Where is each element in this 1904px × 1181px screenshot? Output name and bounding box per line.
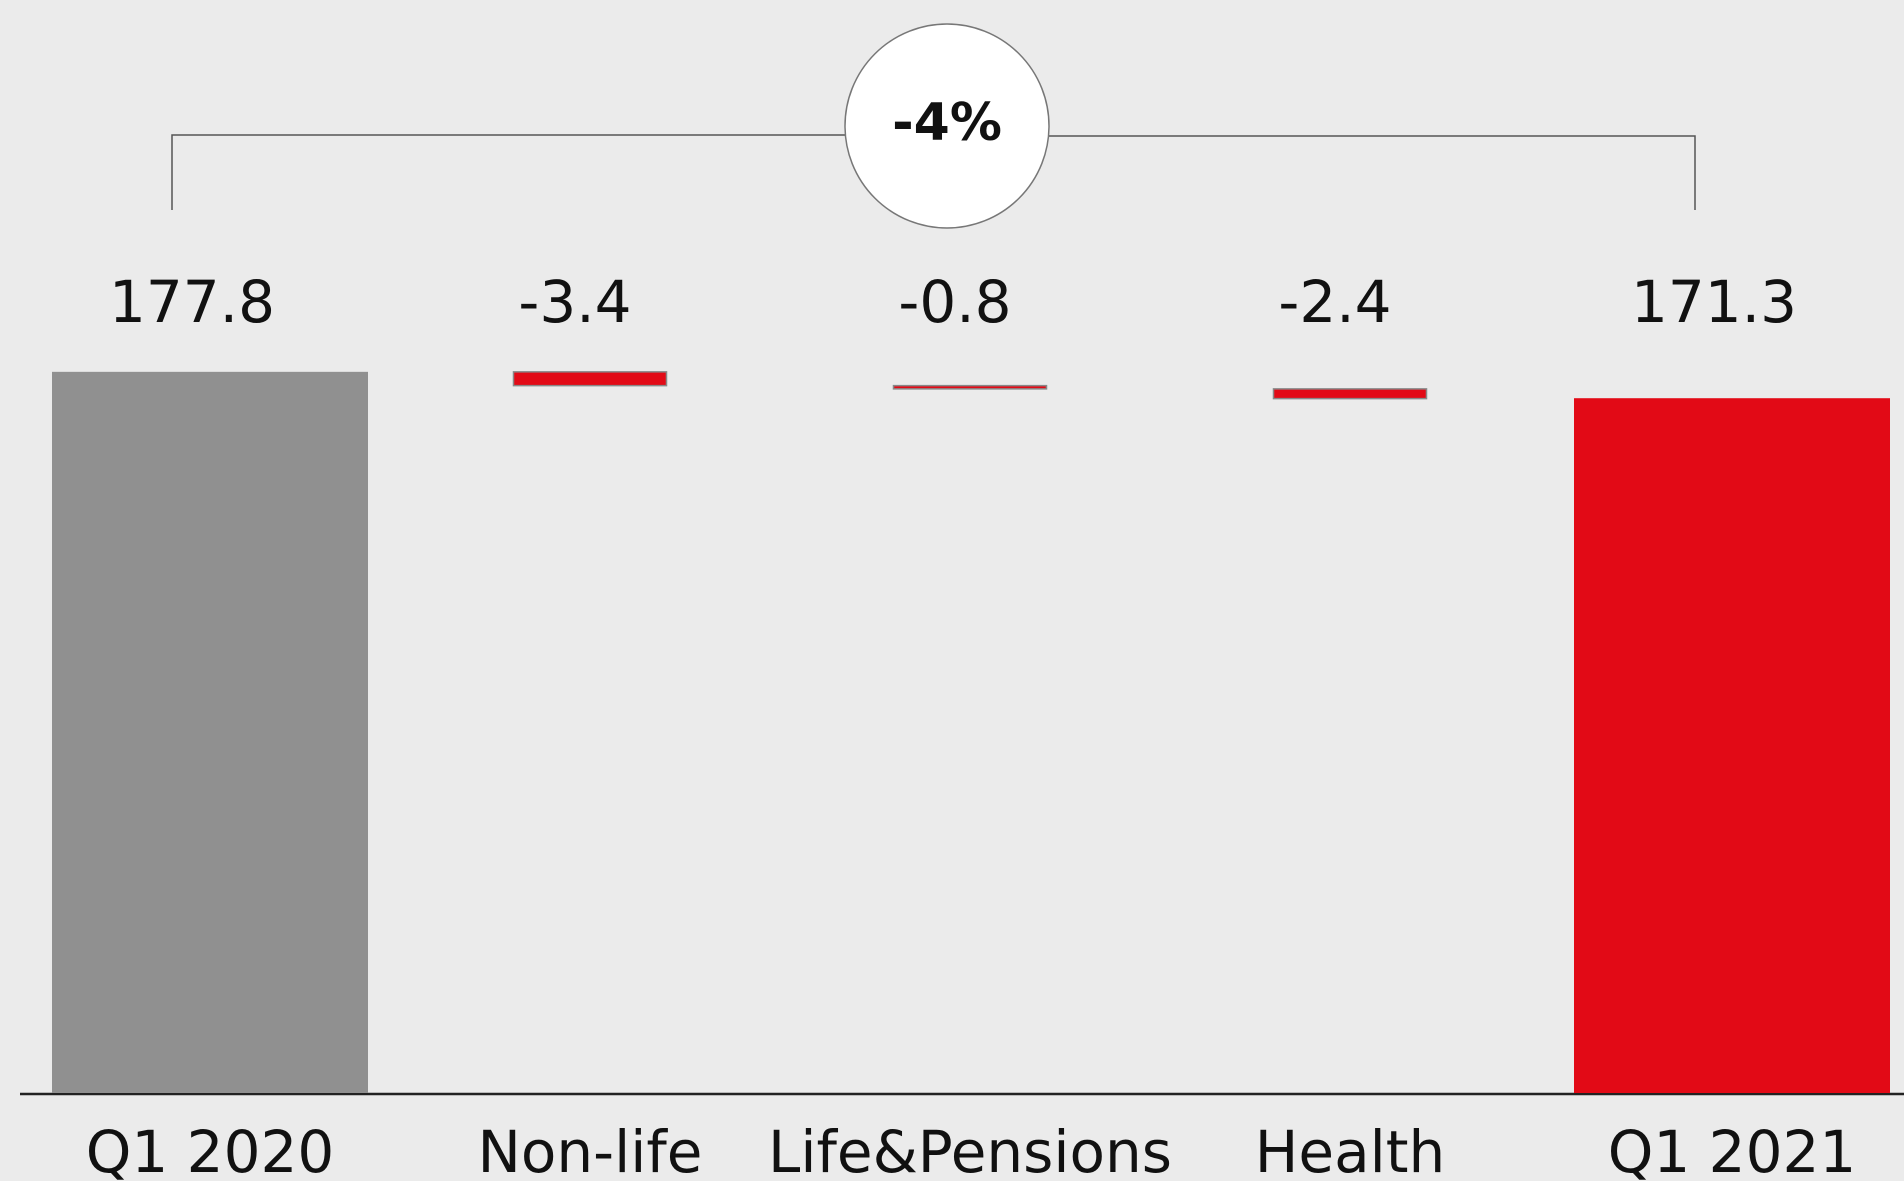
value-label: -0.8 [898,268,1011,336]
category-label: Life&Pensions [768,1118,1172,1181]
bracket-right [1049,135,1696,210]
value-label: 177.8 [109,268,275,336]
bracket-left [171,134,845,210]
category-label: Q1 2020 [86,1118,335,1181]
bar [52,371,368,1093]
bar [892,384,1048,390]
change-label: -4% [892,93,1002,153]
category-label: Health [1255,1118,1445,1181]
value-label: -3.4 [518,268,631,336]
bar [1574,398,1890,1093]
change-badge [844,23,1050,229]
value-label: -2.4 [1278,268,1391,336]
category-label: Q1 2021 [1608,1118,1857,1181]
bar [512,371,668,387]
bar [1272,388,1428,400]
category-label: Non-life [478,1118,703,1181]
value-label: 171.3 [1631,268,1797,336]
